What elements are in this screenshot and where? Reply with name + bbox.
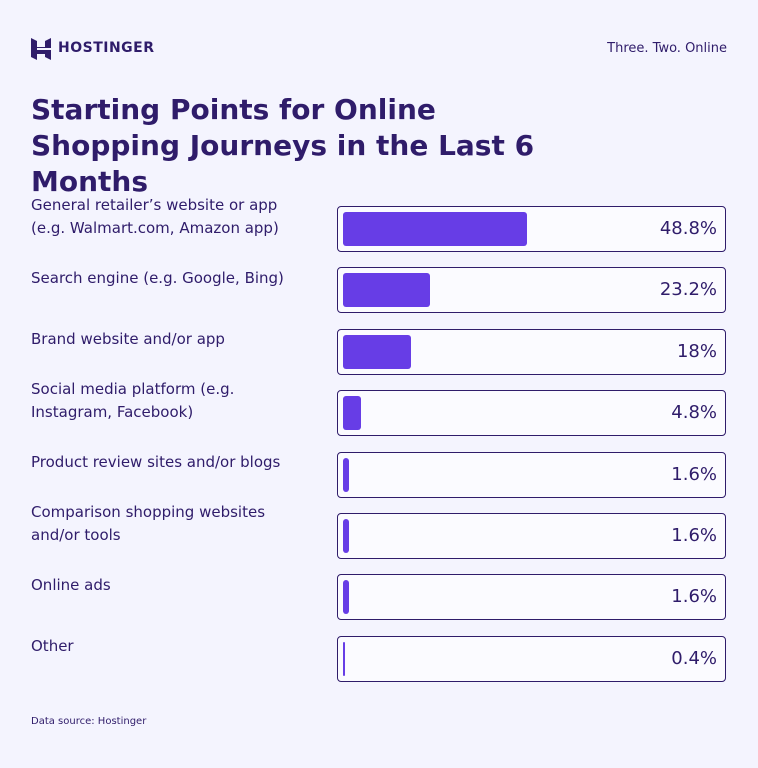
value-label: 1.6%	[671, 463, 717, 485]
value-label: 0.4%	[671, 647, 717, 669]
value-label: 48.8%	[659, 218, 717, 239]
bar-track: 1.6%	[337, 513, 726, 559]
value-label: 18%	[676, 340, 717, 362]
category-label: Search engine (e.g. Google, Bing)	[31, 268, 284, 287]
bar	[343, 396, 362, 431]
bar-track: 4.8%	[337, 390, 726, 437]
bar-track: 18%	[337, 328, 726, 375]
value-label: 4.8%	[671, 402, 717, 424]
bar	[343, 457, 350, 492]
bar	[343, 580, 350, 615]
source: Data source: Hostinger	[31, 716, 147, 727]
brand: HOSTINGER	[58, 40, 155, 56]
bar	[343, 273, 431, 308]
category-label: Online ads	[31, 575, 111, 594]
bar	[343, 334, 411, 369]
bar-track: 23.2%	[337, 267, 726, 314]
category-label: Other	[31, 637, 74, 656]
chart-title: Starting Points for Online Shopping Jour…	[31, 93, 535, 198]
bar	[343, 212, 527, 246]
bar	[343, 641, 345, 676]
bar-track: 1.6%	[337, 574, 726, 621]
value-label: 1.6%	[671, 525, 717, 546]
category-label: General retailer’s website or app (e.g. …	[31, 196, 279, 237]
value-label: 23.2%	[659, 279, 717, 301]
category-label: Brand website and/or app	[31, 330, 225, 349]
bar-track: 1.6%	[337, 451, 726, 498]
bar	[343, 519, 350, 553]
bar-track: 0.4%	[337, 635, 726, 682]
value-label: 1.6%	[671, 586, 717, 608]
tagline: Three. Two. Online	[607, 41, 727, 56]
category-label: Product review sites and/or blogs	[31, 453, 281, 472]
category-label: Social media platform (e.g. Instagram, F…	[31, 380, 235, 422]
category-label: Comparison shopping websites and/or tool…	[31, 503, 266, 544]
bar-track: 48.8%	[337, 206, 726, 252]
logo	[31, 38, 51, 60]
